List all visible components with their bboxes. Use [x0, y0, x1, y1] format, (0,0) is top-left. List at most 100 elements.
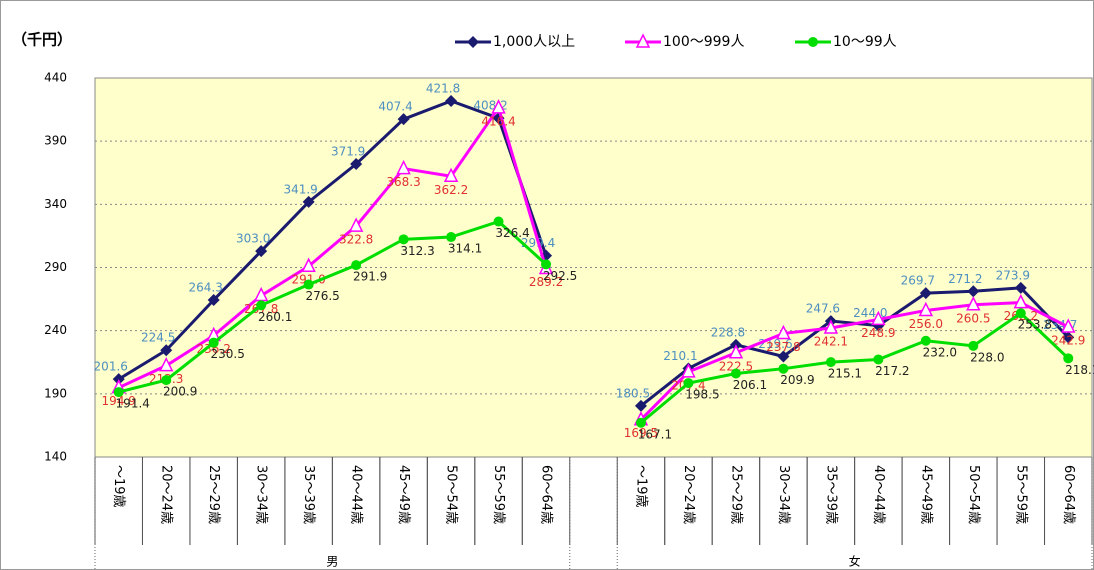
- data-label: 200.9: [163, 385, 197, 399]
- point: [159, 356, 174, 372]
- point: [396, 159, 411, 175]
- point: [920, 335, 931, 346]
- data-label: 228.0: [970, 350, 1004, 364]
- x-tick-label: 35～39歳: [823, 465, 838, 524]
- point: [730, 368, 741, 379]
- data-label: 206.1: [733, 378, 767, 392]
- data-label: 256.0: [909, 317, 943, 331]
- point: [808, 37, 818, 47]
- group-label: 男: [326, 555, 338, 569]
- data-label: 237.8: [766, 340, 800, 354]
- y-tick-label: 440: [44, 71, 67, 85]
- data-label: 269.7: [901, 274, 935, 288]
- data-label: 247.6: [806, 302, 840, 316]
- point: [778, 363, 789, 374]
- series-line: [118, 219, 1070, 424]
- series-line: [118, 104, 1069, 421]
- point: [873, 354, 884, 365]
- x-tick-label: 25～29歳: [728, 465, 743, 524]
- y-tick-label: 190: [44, 386, 67, 400]
- x-tick-label: 55～59歳: [491, 465, 506, 524]
- data-label: 292.5: [543, 269, 577, 283]
- point: [1063, 353, 1074, 364]
- legend-label: 10～99人: [833, 34, 897, 50]
- data-label: 242.9: [1051, 334, 1085, 348]
- data-label: 218.1: [1065, 363, 1094, 377]
- data-label: 222.5: [719, 359, 753, 373]
- data-label: 314.1: [448, 242, 482, 256]
- point: [1062, 331, 1075, 344]
- point: [256, 300, 267, 311]
- data-label: 260.1: [258, 310, 292, 324]
- x-tick-label: 30～34歳: [776, 465, 791, 524]
- x-tick-label: 20～24歳: [681, 465, 696, 524]
- data-label: 232.0: [923, 345, 957, 359]
- y-tick-label: 240: [44, 323, 67, 337]
- data-label: 201.6: [94, 360, 128, 374]
- x-tick-label: 45～49歳: [396, 465, 411, 524]
- group-label: 女: [849, 554, 861, 569]
- legend-label: 1,000人以上: [493, 34, 575, 50]
- point: [113, 387, 124, 398]
- point: [443, 167, 459, 183]
- data-label: 194.9: [102, 394, 136, 408]
- x-tick-label: 50～54歳: [444, 465, 459, 524]
- point: [823, 319, 839, 334]
- point: [207, 293, 220, 306]
- point: [541, 259, 552, 270]
- x-tick-label: 35～39歳: [301, 465, 316, 524]
- data-label: 217.2: [875, 364, 909, 378]
- data-label: 236.2: [197, 342, 231, 356]
- point: [161, 375, 172, 386]
- x-tick-label: 55～59歳: [1013, 465, 1028, 524]
- point: [728, 344, 744, 359]
- point: [683, 378, 694, 389]
- data-label: 421.8: [426, 81, 460, 95]
- legend-label: 100～999人: [663, 34, 744, 50]
- point: [301, 257, 316, 272]
- point: [493, 216, 504, 227]
- x-tick-label: ～19歳: [633, 465, 648, 508]
- x-tick-label: 50～54歳: [966, 465, 981, 524]
- unit-label: （千円）: [12, 31, 72, 49]
- x-tick-label: 30～34歳: [254, 465, 269, 524]
- data-label: 209.9: [780, 373, 814, 387]
- data-label: 264.3: [189, 280, 223, 294]
- point: [968, 340, 979, 351]
- data-label: 242.1: [814, 335, 848, 349]
- data-label: 368.3: [386, 175, 420, 189]
- point: [871, 310, 886, 326]
- x-tick-label: 60～64歳: [1061, 465, 1076, 524]
- point: [1014, 281, 1027, 294]
- point: [635, 33, 651, 48]
- y-tick-label: 140: [44, 450, 67, 464]
- point: [160, 344, 173, 357]
- data-label: 371.9: [331, 145, 365, 159]
- point: [1013, 293, 1029, 309]
- x-tick-label: ～19歳: [111, 465, 126, 508]
- data-label: 291.9: [353, 270, 387, 284]
- x-tick-label: 40～44歳: [871, 465, 886, 524]
- point: [1015, 308, 1026, 319]
- y-tick-label: 390: [44, 134, 67, 148]
- data-label: 260.5: [956, 311, 990, 325]
- x-tick-label: 20～24歳: [159, 465, 174, 524]
- x-tick-label: 45～49歳: [918, 465, 933, 524]
- point: [681, 363, 696, 378]
- y-tick-label: 340: [44, 197, 67, 211]
- point: [398, 234, 409, 245]
- data-label: 289.2: [529, 275, 563, 289]
- point: [467, 36, 479, 48]
- x-tick-label: 25～29歳: [206, 465, 221, 524]
- y-tick-label: 290: [44, 260, 67, 274]
- data-label: 303.0: [236, 232, 270, 246]
- point: [351, 260, 362, 271]
- data-label: 253.8: [1018, 318, 1052, 332]
- point: [303, 279, 314, 290]
- point: [445, 94, 458, 107]
- data-label: 215.1: [828, 367, 862, 381]
- point: [825, 357, 836, 368]
- data-label: 341.9: [283, 182, 317, 196]
- data-label: 326.4: [495, 226, 529, 240]
